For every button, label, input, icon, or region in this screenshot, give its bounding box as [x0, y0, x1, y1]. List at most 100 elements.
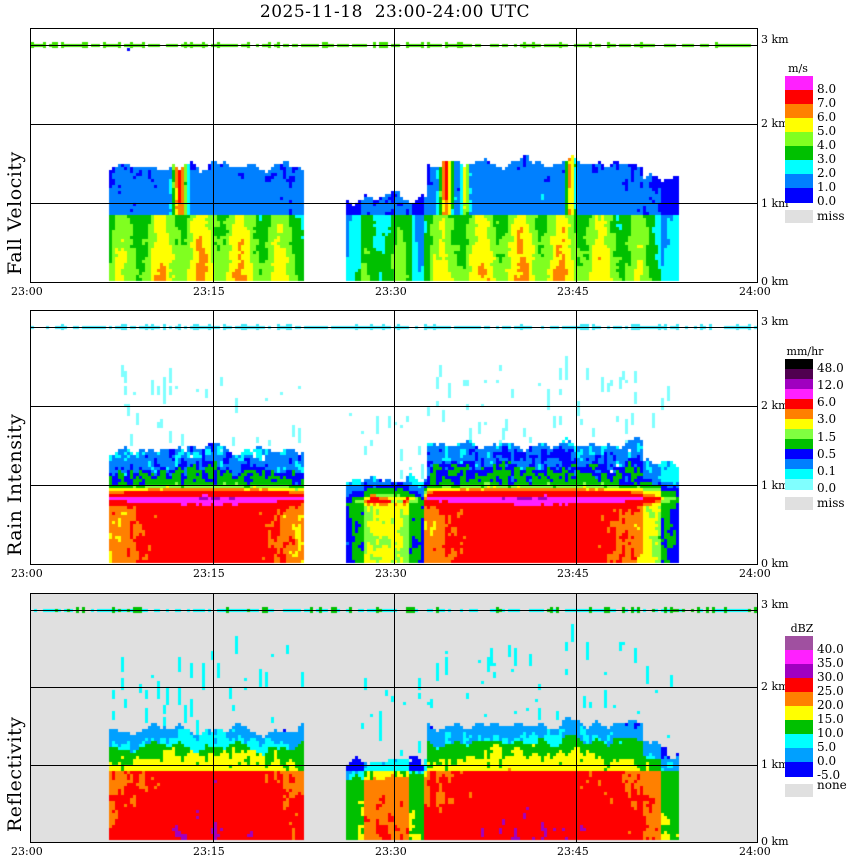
colorbar-bar-fall-velocity: [785, 76, 813, 203]
xtick-rf-4: 24:00: [739, 845, 771, 858]
colorbar-segment: [785, 748, 813, 763]
colorbar-segment: [785, 146, 813, 161]
colorbar-unit-fall-velocity: m/s: [788, 62, 808, 75]
colorbar-segment: [785, 439, 813, 450]
colorbar-tick-label: 5.0: [817, 740, 837, 754]
colorbar-segment: [785, 650, 813, 665]
xtick-rf-0: 23:00: [11, 845, 43, 858]
colorbar-missing-swatch-reflectivity: [785, 784, 813, 797]
gridline-vertical: [394, 311, 395, 564]
xtick-fv-1: 23:15: [193, 285, 225, 298]
panel-label-rain-intensity: Rain Intensity: [4, 413, 26, 556]
ytick-rf-2km: 2 km: [761, 680, 789, 693]
colorbar-segment: [785, 409, 813, 420]
colorbar-segment: [785, 449, 813, 460]
gridline-vertical: [576, 311, 577, 564]
colorbar-missing-label-rain-intensity: miss: [817, 496, 845, 510]
page-title: 2025-11-18 23:00-24:00 UTC: [259, 2, 531, 22]
ytick-ri-2km: 2 km: [761, 399, 789, 412]
colorbar-tick-label: 0.0: [817, 754, 837, 768]
colorbar-segment: [785, 188, 813, 203]
colorbar-segment: [785, 118, 813, 133]
colorbar-segment: [785, 479, 813, 490]
colorbar-segment: [785, 132, 813, 147]
colorbar-tick-label: 15.0: [817, 712, 844, 726]
ytick-rf-0km: 0 km: [761, 835, 789, 848]
colorbar-segment: [785, 664, 813, 679]
colorbar-tick-label: 0.5: [817, 446, 837, 461]
colorbar-tick-label: 3.0: [817, 412, 837, 427]
colorbar-tick-label: 35.0: [817, 656, 844, 670]
xtick-ri-3: 23:45: [557, 567, 589, 580]
colorbar-missing-label-fall-velocity: miss: [817, 209, 845, 223]
ytick-fv-2km: 2 km: [761, 117, 789, 130]
colorbar-tick-label: 1.5: [817, 429, 837, 444]
colorbar-tick-label: 12.0: [817, 378, 844, 393]
colorbar-tick-label: 6.0: [817, 395, 837, 410]
gridline-vertical: [394, 594, 395, 842]
ytick-ri-3km: 3 km: [761, 315, 789, 328]
colorbar-segment: [785, 706, 813, 721]
colorbar-tick-label: 3.0: [817, 152, 837, 166]
ytick-ri-0km: 0 km: [761, 557, 789, 570]
colorbar-unit-reflectivity: dBZ: [790, 622, 814, 635]
colorbar-segment: [785, 692, 813, 707]
colorbar-tick-label: 7.0: [817, 96, 837, 110]
colorbar-segment: [785, 469, 813, 480]
colorbar-tick-label: 48.0: [817, 361, 844, 375]
ytick-ri-1km: 1 km: [761, 479, 789, 492]
colorbar-segment: [785, 76, 813, 91]
colorbar-tick-label: 2.0: [817, 166, 837, 180]
gridline-vertical: [213, 311, 214, 564]
colorbar-missing-swatch-rain-intensity: [785, 497, 813, 510]
colorbar-segment: [785, 678, 813, 693]
colorbar-tick-label: 20.0: [817, 698, 844, 712]
xtick-rf-2: 23:30: [375, 845, 407, 858]
colorbar-segment: [785, 636, 813, 651]
colorbar-segment: [785, 104, 813, 119]
colorbar-tick-label: 25.0: [817, 684, 844, 698]
colorbar-segment: [785, 419, 813, 430]
gridline-vertical: [213, 594, 214, 842]
xtick-rf-3: 23:45: [557, 845, 589, 858]
colorbar-segment: [785, 359, 813, 370]
colorbar-segment: [785, 160, 813, 175]
colorbar-tick-label: 30.0: [817, 670, 844, 684]
colorbar-tick-label: 1.0: [817, 180, 837, 194]
colorbar-tick-label: 0.0: [817, 481, 837, 495]
colorbar-segment: [785, 429, 813, 440]
colorbar-tick-label: 8.0: [817, 82, 837, 96]
xtick-ri-2: 23:30: [375, 567, 407, 580]
colorbar-segment: [785, 762, 813, 777]
ytick-fv-3km: 3 km: [761, 33, 789, 46]
xtick-fv-2: 23:30: [375, 285, 407, 298]
ytick-fv-1km: 1 km: [761, 197, 789, 210]
colorbar-reflectivity: dBZ 40.0 35.0 30.0 25.0 20.0 15.0 10.0 5.0 0.0 -5…: [780, 622, 850, 797]
colorbar-rain-intensity: mm/hr 48.0 12.0 6.0 3.0 1.5 0.5 0.1 0.0 miss: [780, 345, 850, 515]
colorbar-unit-rain-intensity: mm/hr: [786, 345, 824, 358]
colorbar-missing-label-reflectivity: none: [817, 778, 847, 792]
xtick-ri-1: 23:15: [193, 567, 225, 580]
colorbar-tick-label: 6.0: [817, 110, 837, 124]
panel-label-reflectivity: Reflectivity: [4, 716, 26, 832]
colorbar-bar-rain-intensity: [785, 359, 813, 490]
colorbar-tick-label: 4.0: [817, 138, 837, 152]
colorbar-segment: [785, 734, 813, 749]
colorbar-tick-label: 0.1: [817, 463, 837, 478]
xtick-ri-0: 23:00: [11, 567, 43, 580]
colorbar-segment: [785, 459, 813, 470]
xtick-ri-4: 24:00: [739, 567, 771, 580]
panel-label-fall-velocity: Fall Velocity: [4, 151, 26, 275]
colorbar-tick-label: 0.0: [817, 194, 837, 208]
gridline-vertical: [576, 29, 577, 282]
ytick-fv-0km: 0 km: [761, 275, 789, 288]
colorbar-segment: [785, 399, 813, 410]
panel-reflectivity: [30, 593, 758, 843]
gridline-vertical: [213, 29, 214, 282]
ytick-rf-3km: 3 km: [761, 598, 789, 611]
colorbar-tick-label: 5.0: [817, 124, 837, 138]
xtick-fv-3: 23:45: [557, 285, 589, 298]
ytick-rf-1km: 1 km: [761, 758, 789, 771]
colorbar-tick-label: 10.0: [817, 726, 844, 740]
colorbar-segment: [785, 379, 813, 390]
